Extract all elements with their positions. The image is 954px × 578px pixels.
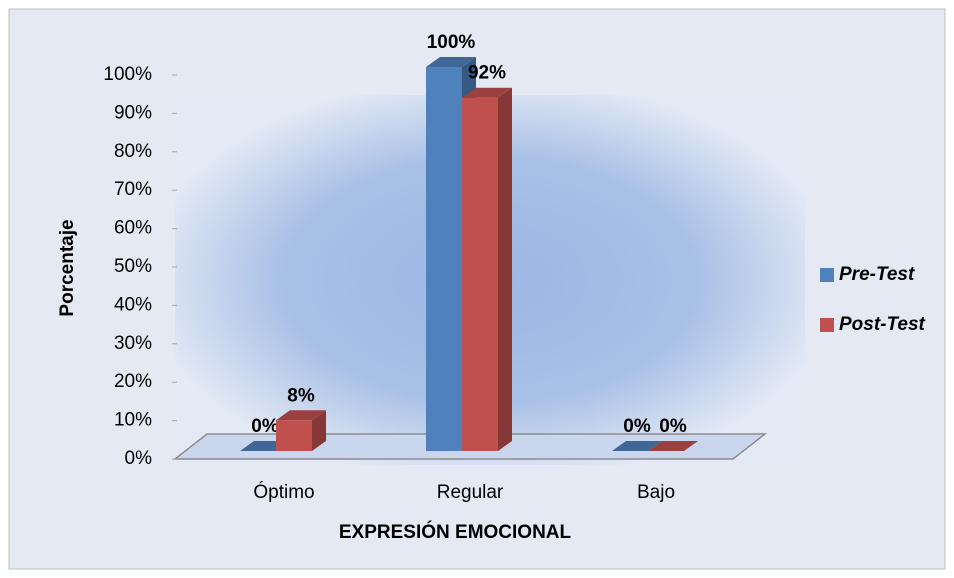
data-label: 0% (659, 416, 687, 437)
bar-top (276, 410, 326, 421)
bar-front (462, 97, 498, 451)
y-tick-label: 10% (114, 410, 152, 431)
x-tick-label: Óptimo (253, 481, 314, 503)
y-tick-label: 60% (114, 218, 152, 239)
bar (276, 410, 326, 451)
bar-top (648, 441, 698, 451)
legend-swatch (820, 318, 834, 332)
x-axis-title: EXPRESIÓN EMOCIONAL (339, 521, 572, 543)
y-tick-label: 100% (103, 64, 152, 85)
legend-label: Pre-Test (839, 264, 915, 285)
bar (462, 87, 512, 451)
data-label: 100% (427, 32, 476, 53)
legend-swatch (820, 268, 834, 282)
bar-front (426, 67, 462, 451)
x-tick-label: Regular (437, 482, 504, 503)
x-tick-label: Bajo (637, 482, 675, 503)
bar (612, 441, 662, 451)
bar-side (498, 87, 512, 451)
y-tick-label: 30% (114, 333, 152, 354)
bar-top (462, 87, 512, 98)
y-axis-title: Porcentaje (57, 219, 78, 316)
data-label: 0% (623, 416, 651, 437)
y-tick-label: 80% (114, 141, 152, 162)
y-tick-label: 20% (114, 371, 152, 392)
y-tick-label: 70% (114, 179, 152, 200)
y-tick-label: 90% (114, 102, 152, 123)
bar-side (312, 410, 326, 451)
y-tick-label: 50% (114, 256, 152, 277)
bar-front (276, 420, 312, 451)
data-label: 8% (287, 385, 315, 406)
y-tick-label: 0% (125, 448, 153, 469)
data-label: 92% (468, 63, 506, 84)
data-label: 0% (251, 416, 279, 437)
bar (648, 441, 698, 451)
bar-top (612, 441, 662, 451)
y-tick-label: 40% (114, 294, 152, 315)
bar-top (426, 57, 476, 67)
legend-label: Post-Test (839, 314, 926, 335)
